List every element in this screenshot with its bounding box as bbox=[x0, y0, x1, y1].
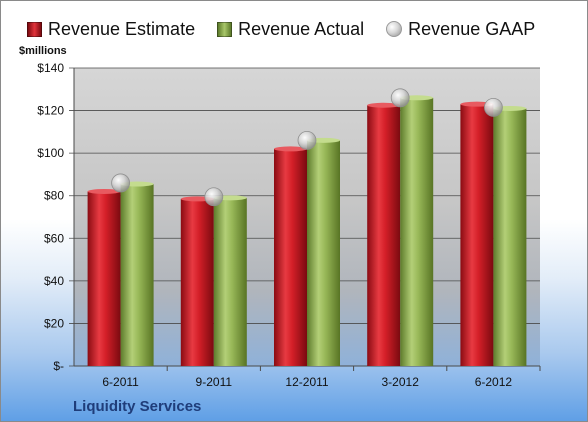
company-name: Liquidity Services bbox=[73, 398, 202, 415]
bar-revenue-actual bbox=[213, 197, 247, 366]
bar-top-revenue-estimate bbox=[367, 102, 401, 108]
bar-revenue-estimate bbox=[274, 148, 307, 366]
y-tick-label: $20 bbox=[44, 316, 64, 330]
bar-revenue-estimate bbox=[460, 104, 494, 366]
bar-revenue-actual bbox=[400, 97, 434, 367]
bubble-revenue-gaap bbox=[483, 97, 503, 117]
x-tick-label: 12-2011 bbox=[285, 375, 328, 389]
legend-label-revenue-estimate: Revenue Estimate bbox=[48, 18, 196, 39]
bar-revenue-actual bbox=[120, 184, 154, 366]
x-tick-label: 9-2011 bbox=[196, 375, 233, 389]
legend-swatch-revenue-gaap bbox=[386, 21, 403, 37]
y-tick-label: $100 bbox=[37, 146, 64, 160]
bubble-revenue-gaap bbox=[204, 187, 224, 207]
bar-revenue-estimate bbox=[367, 105, 401, 366]
legend-swatch-revenue-actual bbox=[217, 21, 233, 37]
x-tick-label: 6-2011 bbox=[102, 375, 139, 389]
bar-revenue-actual bbox=[493, 108, 527, 366]
x-tick-label: 6-2012 bbox=[475, 375, 513, 389]
x-tick-label: 3-2012 bbox=[382, 375, 420, 389]
y-tick-label: $140 bbox=[37, 61, 64, 75]
bar-top-revenue-estimate bbox=[274, 146, 307, 152]
bar-revenue-estimate bbox=[87, 191, 121, 366]
y-tick-label: $60 bbox=[44, 231, 64, 245]
bubble-revenue-gaap bbox=[297, 130, 317, 150]
legend-label-revenue-gaap: Revenue GAAP bbox=[408, 18, 536, 39]
bar-revenue-actual bbox=[307, 140, 340, 366]
bar-revenue-estimate bbox=[180, 198, 214, 366]
y-tick-label: $120 bbox=[37, 104, 64, 118]
chart-legend: Revenue Estimate Revenue Actual Revenue … bbox=[27, 17, 557, 41]
bubble-revenue-gaap bbox=[390, 88, 410, 108]
y-axis-unit-label: $millions bbox=[19, 45, 67, 57]
legend-item-revenue-gaap: Revenue GAAP bbox=[386, 19, 535, 40]
bubble-revenue-gaap bbox=[111, 173, 130, 193]
legend-label-revenue-actual: Revenue Actual bbox=[238, 18, 365, 39]
y-tick-label: $40 bbox=[44, 274, 64, 288]
y-tick-label: $80 bbox=[44, 189, 64, 203]
legend-item-revenue-estimate: Revenue Estimate bbox=[27, 19, 195, 40]
legend-item-revenue-actual: Revenue Actual bbox=[217, 19, 364, 40]
legend-swatch-revenue-estimate bbox=[27, 21, 42, 37]
y-tick-label: $- bbox=[53, 359, 64, 373]
bar-top-revenue-estimate bbox=[87, 188, 121, 194]
